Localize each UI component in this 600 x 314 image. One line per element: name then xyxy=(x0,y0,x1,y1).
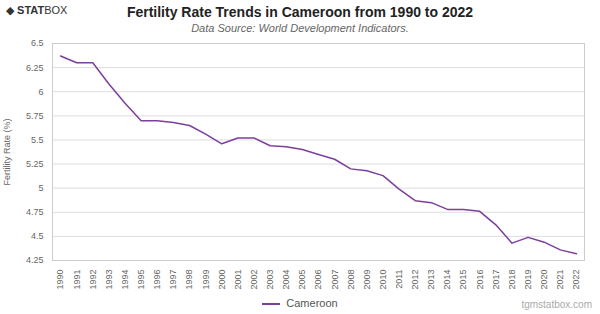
html-text:tgmstatbox.com: tgmstatbox.com xyxy=(521,299,592,310)
svg-text:2021: 2021 xyxy=(555,270,565,290)
svg-text:1997: 1997 xyxy=(168,270,178,290)
svg-text:2011: 2011 xyxy=(394,270,404,289)
svg-text:5: 5 xyxy=(38,183,43,193)
svg-text:1995: 1995 xyxy=(136,270,146,290)
svg-text:2006: 2006 xyxy=(313,270,323,290)
html-text:Data Source: World Development: Data Source: World Development Indicator… xyxy=(191,22,409,34)
html-text:◆ STAT BOX: ◆ STAT BOX xyxy=(6,4,68,16)
svg-text:1992: 1992 xyxy=(88,270,98,290)
svg-text:1994: 1994 xyxy=(120,270,130,290)
svg-text:5.75: 5.75 xyxy=(26,111,44,121)
svg-text:1998: 1998 xyxy=(184,270,194,290)
svg-text:2016: 2016 xyxy=(475,270,485,290)
svg-text:4.75: 4.75 xyxy=(26,207,44,217)
svg-text:2018: 2018 xyxy=(507,270,517,290)
svg-text:2013: 2013 xyxy=(426,270,436,290)
svg-text:2003: 2003 xyxy=(265,270,275,290)
svg-text:2012: 2012 xyxy=(410,270,420,290)
svg-text:2022: 2022 xyxy=(571,270,581,290)
html-text:Cameroon: Cameroon xyxy=(286,297,338,309)
svg-text:2020: 2020 xyxy=(539,270,549,290)
svg-text:1999: 1999 xyxy=(201,270,211,290)
svg-text:2014: 2014 xyxy=(442,270,452,290)
svg-text:2017: 2017 xyxy=(491,270,501,290)
svg-text:6.5: 6.5 xyxy=(31,38,44,48)
svg-text:4.5: 4.5 xyxy=(31,231,44,241)
svg-text:2005: 2005 xyxy=(297,270,307,290)
svg-text:2000: 2000 xyxy=(217,270,227,290)
svg-text:2015: 2015 xyxy=(458,270,468,290)
svg-text:4.25: 4.25 xyxy=(26,255,44,265)
svg-text:1990: 1990 xyxy=(55,270,65,290)
html-text:Fertility Rate Trends in Camer: Fertility Rate Trends in Cameroon from 1… xyxy=(126,4,474,20)
svg-text:2002: 2002 xyxy=(249,270,259,290)
svg-text:5.5: 5.5 xyxy=(31,135,44,145)
svg-text:2001: 2001 xyxy=(233,270,243,290)
svg-text:1991: 1991 xyxy=(72,270,82,290)
svg-text:6: 6 xyxy=(38,87,43,97)
svg-text:2007: 2007 xyxy=(330,270,340,290)
svg-text:2009: 2009 xyxy=(362,270,372,290)
svg-text:2004: 2004 xyxy=(281,270,291,290)
svg-text:Fertility Rate (%): Fertility Rate (%) xyxy=(2,118,12,185)
svg-text:6.25: 6.25 xyxy=(26,62,44,72)
svg-text:5.25: 5.25 xyxy=(26,159,44,169)
svg-text:2010: 2010 xyxy=(378,270,388,290)
svg-text:1996: 1996 xyxy=(152,270,162,290)
svg-text:2008: 2008 xyxy=(346,270,356,290)
svg-text:2019: 2019 xyxy=(523,270,533,290)
svg-text:1993: 1993 xyxy=(104,270,114,290)
